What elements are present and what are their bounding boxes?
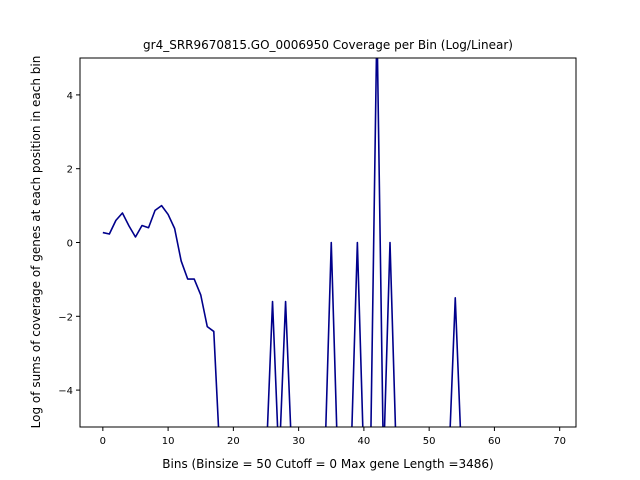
y-axis: −4 −2 0 2 4 — [58, 91, 80, 397]
x-tick-label: 0 — [100, 436, 106, 447]
x-axis: 0 10 20 30 40 50 60 70 — [100, 427, 566, 447]
x-tick-label: 30 — [292, 436, 305, 447]
x-tick-label: 40 — [358, 436, 371, 447]
x-tick-label: 10 — [162, 436, 175, 447]
x-tick-label: 20 — [227, 436, 240, 447]
y-tick-label: 0 — [67, 239, 73, 250]
x-tick-label: 60 — [488, 436, 501, 447]
x-tick-label: 50 — [423, 436, 436, 447]
chart-title: gr4_SRR9670815.GO_0006950 Coverage per B… — [143, 38, 513, 52]
x-tick-label: 70 — [553, 436, 566, 447]
series-line-0 — [102, 58, 462, 427]
y-tick-label: 2 — [67, 165, 73, 176]
y-tick-label: −2 — [58, 312, 73, 323]
x-axis-label: Bins (Binsize = 50 Cutoff = 0 Max gene L… — [162, 457, 493, 471]
y-tick-label: −4 — [58, 386, 73, 397]
y-tick-label: 4 — [67, 91, 73, 102]
y-axis-label: Log of sums of coverage of genes at each… — [29, 56, 43, 429]
plot-area — [102, 58, 462, 427]
